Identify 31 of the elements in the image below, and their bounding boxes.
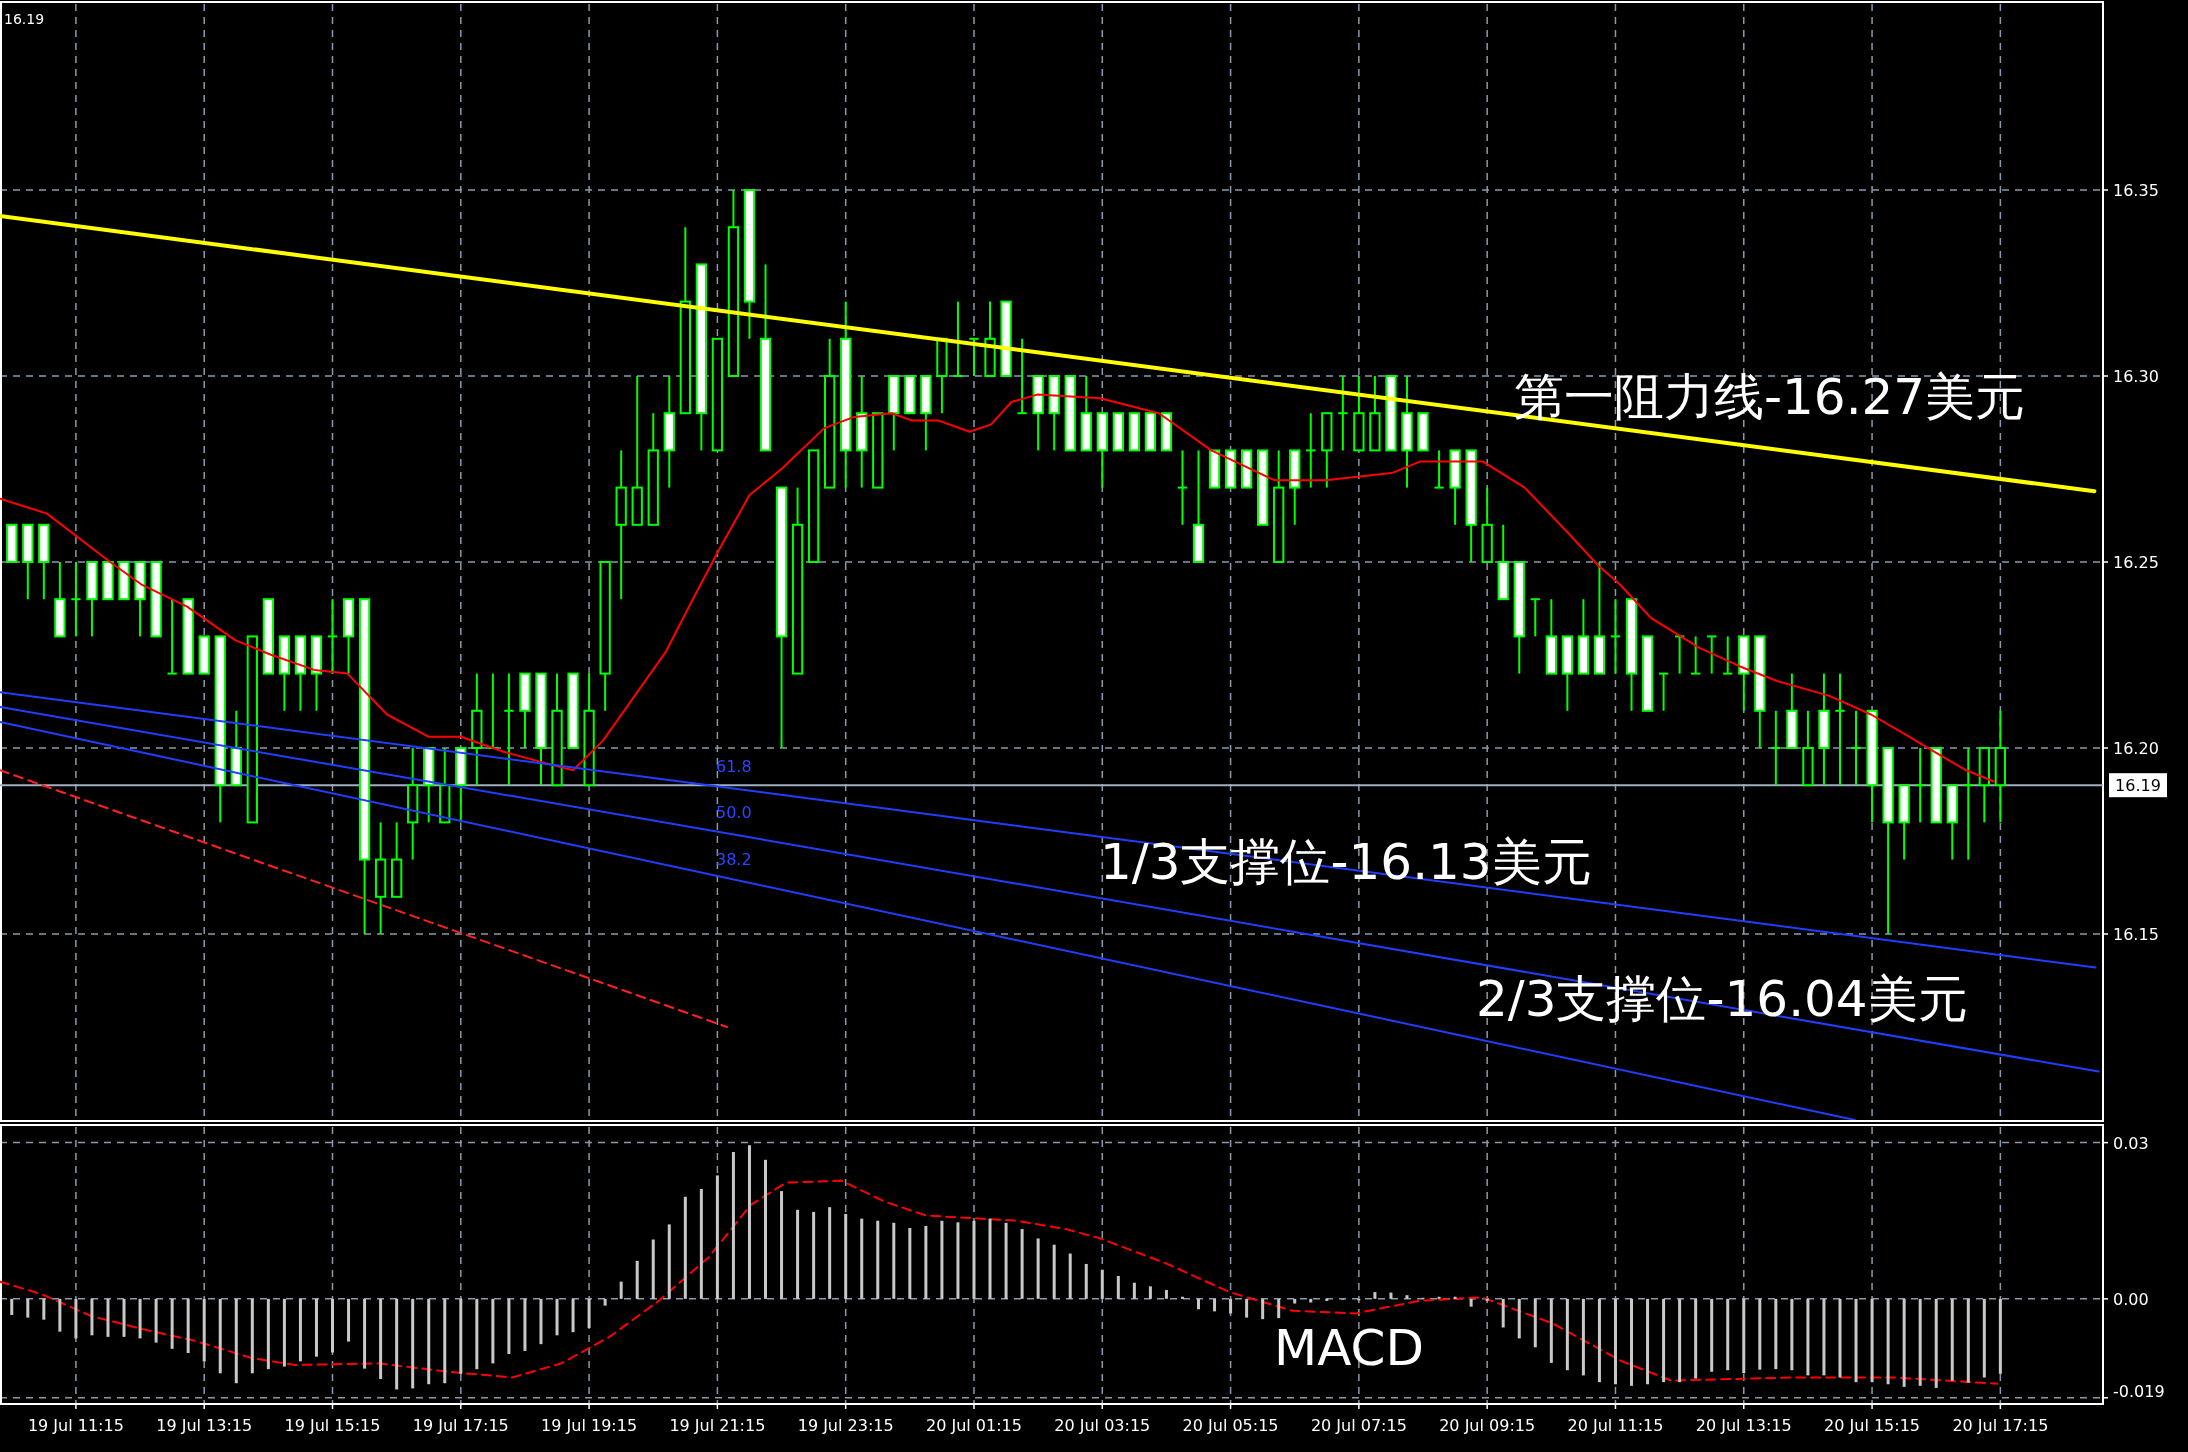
- y-tick-label: 16.35: [2113, 181, 2159, 200]
- y-tick-label: 16.30: [2113, 367, 2159, 386]
- x-tick-label: 20 Jul 09:15: [1439, 1416, 1536, 1435]
- x-tick-label: 20 Jul 17:15: [1952, 1416, 2049, 1435]
- ref-line-label: 16.19: [2115, 776, 2161, 796]
- y-tick-label: 16.25: [2113, 553, 2159, 572]
- x-tick-label: 20 Jul 15:15: [1824, 1416, 1921, 1435]
- x-tick-label: 19 Jul 19:15: [541, 1416, 638, 1435]
- annotation: 61.8: [716, 756, 752, 776]
- x-tick-label: 19 Jul 23:15: [797, 1416, 894, 1435]
- y-tick-label: -0.019: [2113, 1382, 2165, 1401]
- y-tick-label: 16.20: [2113, 739, 2159, 758]
- x-tick-label: 19 Jul 13:15: [156, 1416, 253, 1435]
- y-tick-label: 16.15: [2113, 925, 2159, 944]
- x-tick-label: 20 Jul 03:15: [1054, 1416, 1151, 1435]
- annotation: MACD: [1274, 1318, 1424, 1377]
- x-tick-label: 19 Jul 21:15: [669, 1416, 766, 1435]
- x-tick-label: 20 Jul 07:15: [1310, 1416, 1407, 1435]
- annotation: 第一阻力线-16.27美元: [1514, 367, 2026, 426]
- x-tick-label: 19 Jul 15:15: [284, 1416, 381, 1435]
- y-tick-label: 0.00: [2113, 1289, 2149, 1309]
- x-tick-label: 20 Jul 11:15: [1567, 1416, 1664, 1435]
- x-tick-label: 20 Jul 05:15: [1182, 1416, 1279, 1435]
- annotation: 38.2: [716, 849, 752, 869]
- x-tick-label: 19 Jul 17:15: [412, 1416, 509, 1435]
- annotation: 50.0: [716, 802, 752, 822]
- x-tick-label: 19 Jul 11:15: [27, 1416, 124, 1435]
- x-tick-label: 20 Jul 13:15: [1695, 1416, 1792, 1435]
- x-tick-label: 20 Jul 01:15: [926, 1416, 1022, 1435]
- annotation: 16.19: [4, 11, 45, 27]
- y-tick-label: 0.03: [2113, 1133, 2149, 1153]
